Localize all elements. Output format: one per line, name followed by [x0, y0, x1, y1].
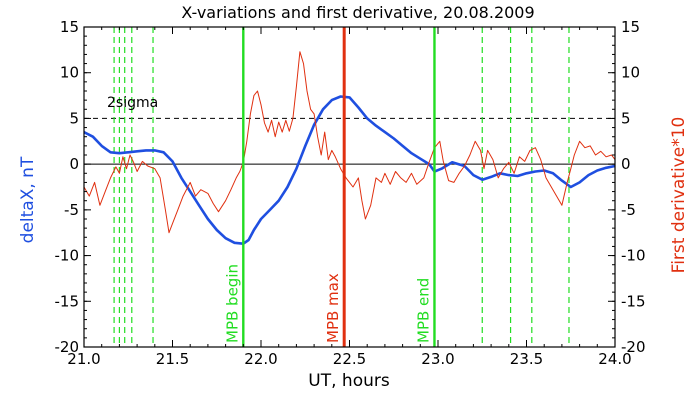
y-left-tick-label: 5 [69, 109, 79, 127]
y-right-tick-label: -15 [621, 292, 646, 310]
plot-frame [83, 26, 616, 348]
x-tick-label: 21.0 [67, 350, 100, 368]
x-tick-label: 23.5 [510, 350, 543, 368]
reference-lines [84, 27, 615, 347]
sigma-label: 2sigma [107, 95, 158, 111]
x-tick-label: 21.5 [156, 350, 189, 368]
y-left-tick-label: -20 [55, 338, 80, 356]
marker-label-3: MPB end [414, 278, 432, 343]
y-right-tick-label: -20 [621, 338, 646, 356]
y-left-tick-label: -15 [55, 292, 80, 310]
y-left-tick-label: 10 [60, 64, 79, 82]
y-right-tick-label: 0 [621, 155, 631, 173]
y-right-tick-label: -10 [621, 247, 646, 265]
y-left-tick-label: 0 [69, 155, 79, 173]
y-left-tick-label: -10 [55, 247, 80, 265]
x-tick-label: 24.0 [598, 350, 631, 368]
y-left-tick-label: 15 [60, 18, 79, 36]
marker-label-1: MPB begin [223, 264, 241, 343]
y-right-tick-label: 10 [621, 64, 640, 82]
x-axis-label: UT, hours [308, 371, 390, 391]
y-right-tick-label: 15 [621, 18, 640, 36]
x-tick-label: 23.0 [421, 350, 454, 368]
marker-layer: MPB begin MPB max MPB end [223, 27, 436, 347]
y-axis-left-label: deltaX, nT [18, 156, 38, 243]
y-left-tick-label: -5 [64, 201, 79, 219]
marker-label-2: MPB max [324, 273, 342, 343]
y-right-tick-label: -5 [621, 201, 636, 219]
series-layer [83, 51, 616, 245]
y-right-tick-label: 5 [621, 109, 631, 127]
x-tick-label: 22.5 [333, 350, 366, 368]
series-line-derivative [83, 51, 616, 234]
chart-title: X-variations and first derivative, 20.08… [181, 3, 534, 22]
x-tick-label: 22.0 [244, 350, 277, 368]
tick-layer: 21.0 21.5 22.0 22.5 23.0 23.5 24.0 15 15 10 10 5 5 0 0… [55, 18, 646, 368]
y-axis-right-label: First derivative*10 [669, 117, 689, 274]
